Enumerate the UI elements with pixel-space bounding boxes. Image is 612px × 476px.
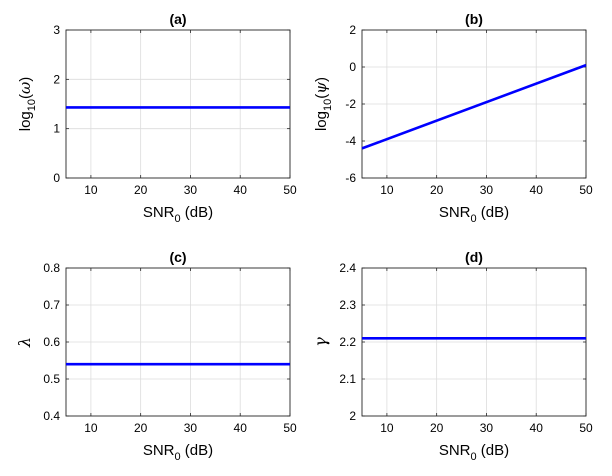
y-tick-label: 2 (53, 72, 60, 86)
x-tick-label: 20 (134, 421, 148, 435)
x-tick-label: 50 (283, 183, 297, 197)
x-tick-label: 40 (530, 183, 544, 197)
x-tick-label: 30 (480, 421, 494, 435)
series-line (361, 63, 587, 150)
x-tick-label: 10 (84, 183, 98, 197)
panel-d: 10 20 30 40 50 2 2.1 2.2 2.3 2.4 (d) SNR0 (dB) γ (311, 249, 593, 463)
panel-title: (c) (169, 249, 186, 265)
y-tick-label: 2 (349, 23, 356, 37)
y-tick-label: 2.3 (339, 298, 356, 312)
plot-area (66, 30, 290, 178)
y-axis-label: log10(ψ) (312, 77, 334, 131)
x-axis-label: SNR0 (dB) (143, 204, 213, 225)
x-axis-label: SNR0 (dB) (143, 442, 213, 463)
x-tick-label: 30 (184, 421, 198, 435)
y-tick-label: 1 (53, 122, 60, 136)
x-tick-label: 50 (283, 421, 297, 435)
y-tick-label: 0.6 (43, 335, 60, 349)
x-tick-label: 20 (430, 183, 444, 197)
y-tick-label: 0.8 (43, 261, 60, 275)
y-tick-label: 0.4 (43, 409, 60, 423)
panel-title: (d) (465, 249, 483, 265)
y-tick-label: 0 (349, 60, 356, 74)
x-tick-label: 20 (134, 183, 148, 197)
x-tick-label: 30 (184, 183, 198, 197)
x-tick-label: 40 (234, 421, 248, 435)
y-axis-label: λ (15, 337, 34, 348)
y-tick-label: 2.2 (339, 335, 356, 349)
y-tick-label: 3 (53, 23, 60, 37)
y-tick-label: -4 (345, 134, 356, 148)
x-axis-label: SNR0 (dB) (439, 204, 509, 225)
y-tick-label: 0 (53, 171, 60, 185)
panel-b: 10 20 30 40 50 -6 -4 -2 0 2 (b) SNR0 (dB) log10(ψ) (312, 11, 593, 225)
x-tick-label: 30 (480, 183, 494, 197)
x-tick-label: 50 (579, 183, 593, 197)
y-tick-label: -6 (345, 171, 356, 185)
y-tick-label: 2.1 (339, 372, 356, 386)
y-tick-label: 0.5 (43, 372, 60, 386)
y-axis-label: γ (311, 337, 330, 347)
y-axis-label: log10(ω) (16, 77, 38, 132)
axes-box (65, 29, 291, 179)
y-tick-label: -2 (345, 97, 356, 111)
y-tick-label: 2 (349, 409, 356, 423)
panel-c: 10 20 30 40 50 0.4 0.5 0.6 0.7 0.8 (c) SNR0 (dB) λ (15, 249, 297, 463)
x-tick-label: 40 (234, 183, 248, 197)
x-axis-label: SNR0 (dB) (439, 442, 509, 463)
y-tick-label: 0.7 (43, 298, 60, 312)
x-tick-label: 10 (380, 421, 394, 435)
x-tick-label: 40 (530, 421, 544, 435)
panel-title: (b) (465, 11, 483, 27)
x-tick-label: 10 (380, 183, 394, 197)
x-tick-label: 20 (430, 421, 444, 435)
panel-a: 10 20 30 40 50 0 1 2 3 (a) SNR0 (dB) log10(ω) (16, 11, 297, 225)
x-tick-label: 50 (579, 421, 593, 435)
x-tick-label: 10 (84, 421, 98, 435)
panel-title: (a) (169, 11, 186, 27)
y-tick-label: 2.4 (339, 261, 356, 275)
